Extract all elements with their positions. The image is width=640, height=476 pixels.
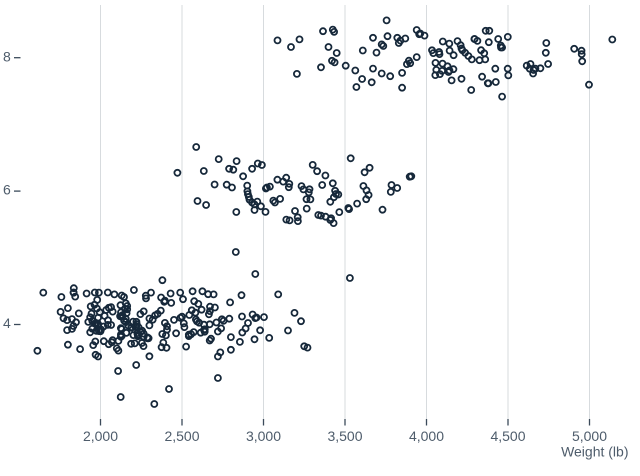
svg-text:4,500: 4,500	[490, 428, 525, 444]
svg-text:4,000: 4,000	[409, 428, 444, 444]
svg-text:6: 6	[3, 182, 11, 198]
svg-text:5,000: 5,000	[572, 428, 607, 444]
svg-text:2,000: 2,000	[83, 428, 118, 444]
svg-text:3,000: 3,000	[246, 428, 281, 444]
svg-text:2,500: 2,500	[164, 428, 199, 444]
svg-text:3,500: 3,500	[327, 428, 362, 444]
svg-text:Weight (lb): Weight (lb)	[561, 444, 628, 460]
svg-text:4: 4	[3, 315, 11, 331]
svg-text:8: 8	[3, 48, 11, 64]
